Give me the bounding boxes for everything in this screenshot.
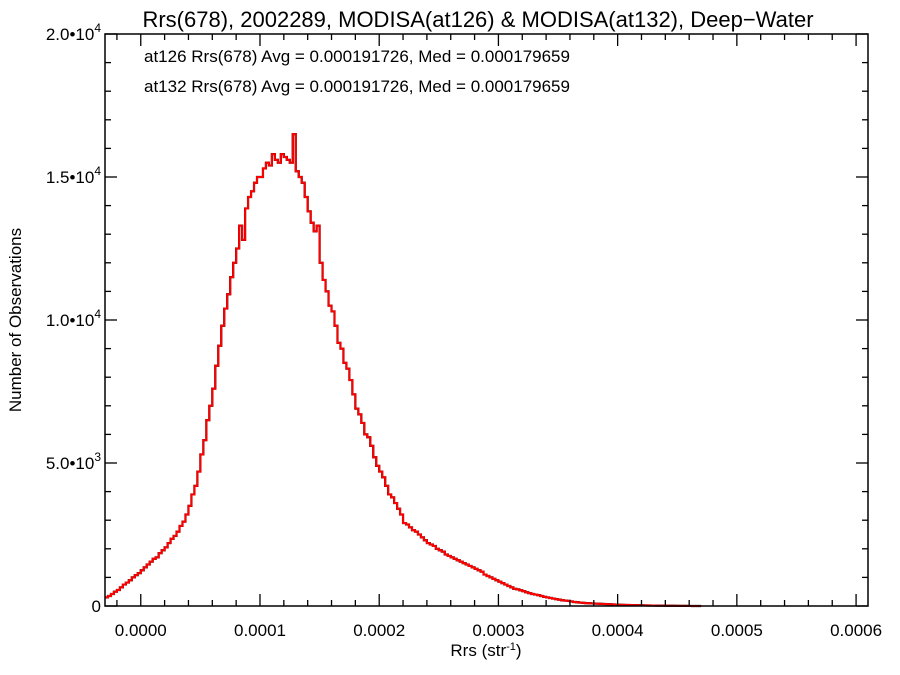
x-tick-label: 0.0003 (472, 621, 524, 640)
x-tick-label: 0.0001 (234, 621, 286, 640)
annotation-at126: at126 Rrs(678) Avg = 0.000191726, Med = … (144, 47, 570, 66)
histogram-line-at126 (105, 133, 702, 608)
y-tick-exponent: 4 (94, 164, 101, 178)
y-tick-mantissa: 1.5•10 (46, 168, 95, 187)
y-tick-label: 5.0•103 (46, 450, 102, 473)
y-tick-mantissa: 5.0•10 (46, 454, 95, 473)
y-tick-mantissa: 0 (92, 597, 101, 616)
x-tick-label: 0.0000 (115, 621, 167, 640)
y-tick-mantissa: 2.0•10 (46, 25, 95, 44)
y-axis-label: Number of Observations (6, 228, 25, 412)
y-tick-mantissa: 1.0•10 (46, 311, 95, 330)
x-axis-label-sup: -1 (506, 641, 516, 653)
plot-frame (104, 33, 869, 607)
x-tick-label: 0.0006 (830, 621, 882, 640)
y-tick-label: 1.0•104 (46, 307, 102, 330)
x-tick-label: 0.0002 (353, 621, 405, 640)
series-layer (105, 133, 702, 608)
y-tick-exponent: 3 (94, 450, 101, 464)
axis-ticks: 0.0000 0.0001 0.0002 0.0003 0.0004 0.0005 0.00… (46, 21, 882, 640)
annotation-at132: at132 Rrs(678) Avg = 0.000191726, Med = … (144, 77, 570, 96)
y-tick-label: 1.5•104 (46, 164, 102, 187)
y-tick-exponent: 4 (94, 307, 101, 321)
histogram-line-at132 (105, 133, 702, 607)
y-tick-label: 2.0•104 (46, 21, 102, 44)
y-tick-label: 0 (92, 597, 101, 616)
x-axis-label-close: ) (516, 641, 522, 660)
x-axis-label-main: Rrs (str (450, 641, 506, 660)
chart-title: Rrs(678), 2002289, MODISA(at126) & MODIS… (142, 7, 813, 32)
x-tick-label: 0.0005 (711, 621, 763, 640)
x-axis-label: Rrs (str-1) (450, 641, 521, 660)
y-tick-exponent: 4 (94, 21, 101, 35)
x-tick-label: 0.0004 (592, 621, 644, 640)
